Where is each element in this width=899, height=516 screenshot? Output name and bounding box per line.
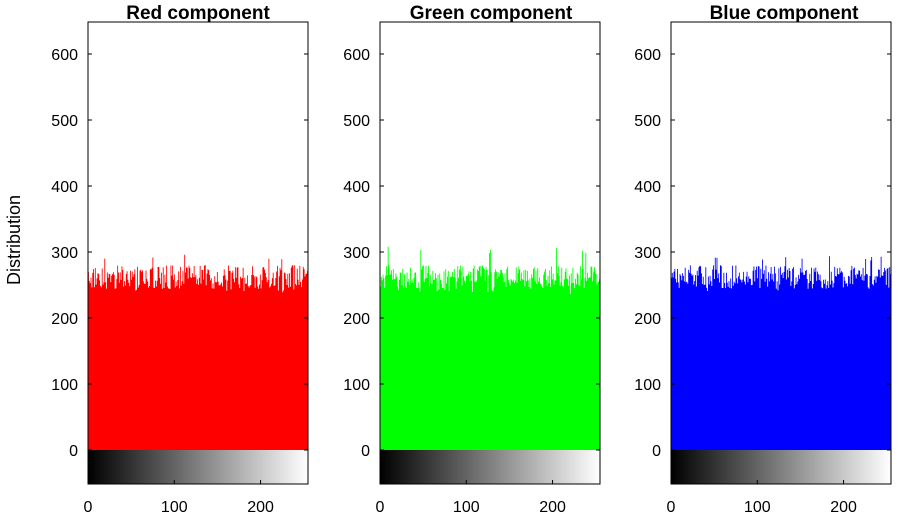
y-tick-label: 0 [69,443,78,460]
y-tick-label: 400 [51,179,78,196]
y-tick-label: 300 [634,245,661,262]
histogram-bars-blue [671,256,891,450]
colorbar-blue [671,450,891,484]
y-tick-label: 400 [634,179,661,196]
x-tick-label: 100 [453,499,480,516]
y-ticks-green: 0 100 200 300 400 500 600 [343,47,600,460]
y-tick-label: 0 [652,443,661,460]
y-tick-label: 200 [343,311,370,328]
y-tick-label: 200 [634,311,661,328]
colorbar-green [380,450,600,484]
plot-frame-green [379,21,601,485]
y-tick-label: 300 [343,245,370,262]
panel-title-green: Green component [410,3,573,24]
y-tick-label: 100 [51,377,78,394]
y-tick-label: 0 [361,443,370,460]
y-tick-label: 500 [634,113,661,130]
bars-blue [671,256,891,450]
panel-red: Red component 0 100 200 300 400 500 600 0 100 20… [51,3,309,516]
x-tick-label: 200 [830,499,857,516]
y-tick-label: 600 [634,47,661,64]
x-tick-label: 100 [161,499,188,516]
y-tick-label: 100 [634,377,661,394]
bars-green [380,246,600,450]
y-tick-label: 100 [343,377,370,394]
y-tick-label: 400 [343,179,370,196]
x-tick-label: 0 [84,499,93,516]
y-tick-label: 200 [51,311,78,328]
y-tick-label: 500 [51,113,78,130]
y-ticks-red: 0 100 200 300 400 500 600 [51,47,308,460]
x-tick-label: 200 [247,499,274,516]
x-tick-label: 0 [667,499,676,516]
y-tick-label: 600 [51,47,78,64]
x-ticks-red: 0 100 200 [84,480,274,516]
plot-frame-blue [670,21,892,485]
histogram-bars-green [380,246,600,450]
x-tick-label: 200 [539,499,566,516]
x-ticks-blue: 0 100 200 [667,480,857,516]
y-tick-label: 500 [343,113,370,130]
panel-green: Green component 0 100 200 300 400 500 600 0 100… [343,3,601,516]
plot-frame-red [87,21,309,485]
y-tick-label: 600 [343,47,370,64]
bars-red [88,254,308,450]
panel-title-blue: Blue component [710,3,860,24]
y-tick-label: 300 [51,245,78,262]
x-ticks-green: 0 100 200 [376,480,566,516]
x-tick-label: 0 [376,499,385,516]
panel-blue: Blue component 0 100 200 300 400 500 600 0 100 2… [634,3,892,516]
colorbar-red [88,450,308,484]
y-axis-label: Distribution [4,195,24,285]
histogram-bars-red [88,254,308,450]
x-tick-label: 100 [744,499,771,516]
y-ticks-blue: 0 100 200 300 400 500 600 [634,47,891,460]
panel-title-red: Red component [126,3,270,24]
